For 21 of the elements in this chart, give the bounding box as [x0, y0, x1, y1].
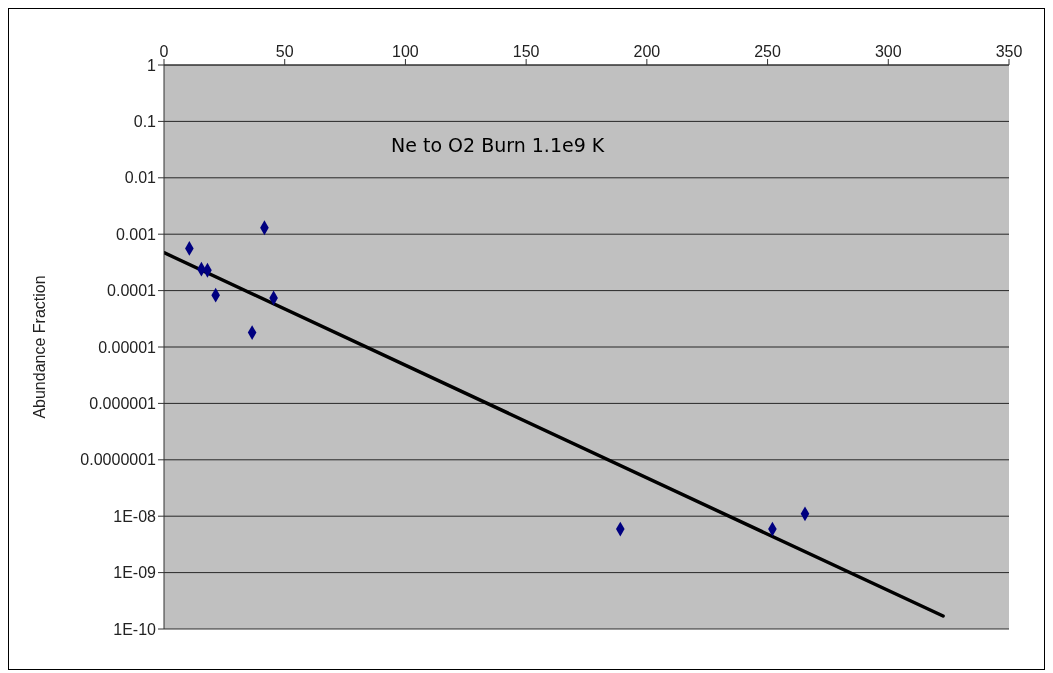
x-tick-label: 250: [754, 43, 782, 60]
x-tick-label: 350: [995, 43, 1023, 60]
x-tick-label: 0: [159, 43, 169, 60]
y-tick-label: 0.0000001: [80, 451, 157, 469]
x-tick-label: 150: [512, 43, 540, 60]
y-tick-label: 0.000001: [89, 395, 157, 413]
y-tick-label: 1E-08: [113, 507, 157, 525]
y-tick-label: 0.0001: [107, 282, 157, 300]
x-tick-label: 50: [275, 43, 294, 60]
y-tick-label: 1: [147, 56, 157, 74]
y-tick-label: 0.00001: [98, 338, 157, 356]
annotation: Ne to O2 Burn 1.1e9 K: [391, 134, 605, 156]
y-tick-label: 0.1: [133, 113, 157, 131]
x-tick-label: 200: [633, 43, 661, 60]
x-tick-label: 300: [874, 43, 902, 60]
y-axis-title: Abundance Fraction: [30, 275, 48, 419]
y-tick-label: 0.001: [115, 225, 157, 243]
x-tick-label: 100: [392, 43, 419, 60]
y-tick-label: 0.01: [124, 169, 157, 187]
y-tick-label: 1E-09: [113, 564, 157, 582]
y-tick-label: 1E-10: [113, 620, 157, 638]
